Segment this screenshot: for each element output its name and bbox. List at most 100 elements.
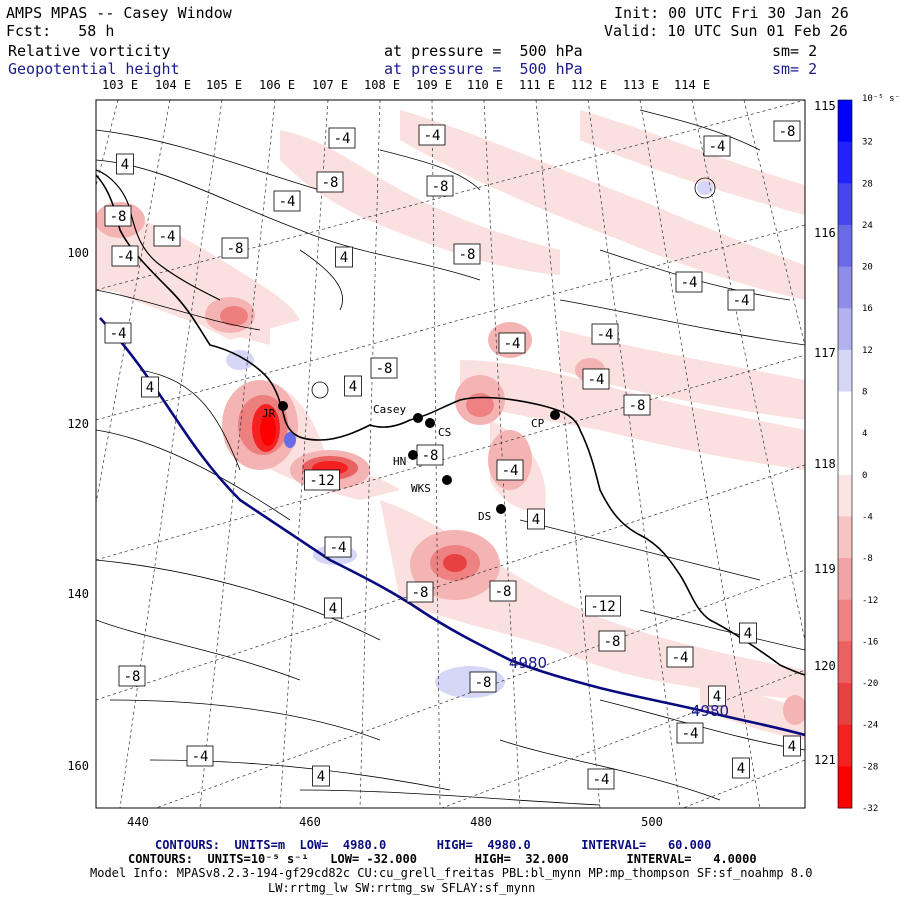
svg-text:-4: -4 <box>159 229 176 245</box>
colorbar-tick: 20 <box>862 263 873 273</box>
model-info: Model Info: MPASv8.2.3-194-gf29cd82c CU:… <box>90 866 813 880</box>
colorbar-tick: 4 <box>862 429 867 439</box>
colorbar-swatch <box>838 558 852 601</box>
svg-text:-8: -8 <box>422 448 439 464</box>
contour-label: 4 <box>344 375 362 397</box>
contour-label: -4 <box>273 190 301 212</box>
vorticity-contour-labels: -4 -4 -8-44-8 -8-8-4-4-84 -8-4-4-4-4 -4-4-844… <box>104 120 801 790</box>
x-tick-label: 440 <box>127 815 149 829</box>
svg-text:-4: -4 <box>334 131 351 147</box>
station-dot <box>408 450 418 460</box>
contour-label: -8 <box>623 394 651 416</box>
colorbar-swatch <box>838 266 852 309</box>
height-label: 4980 <box>509 654 547 672</box>
y-tick-label: 160 <box>67 759 89 773</box>
svg-text:-8: -8 <box>412 585 429 601</box>
colorbar-tick: 0 <box>862 471 867 481</box>
field1-name: Relative vorticity <box>8 42 171 60</box>
colorbar-tick: 8 <box>862 388 867 398</box>
colorbar-swatch <box>838 308 852 351</box>
colorbar-swatch <box>838 683 852 726</box>
svg-text:-4: -4 <box>672 650 689 666</box>
ice-shelf-edge <box>96 169 221 301</box>
station-label: JR <box>262 407 276 420</box>
contour-label: -4 <box>587 768 615 790</box>
colorbar-swatch <box>838 516 852 559</box>
svg-text:-4: -4 <box>593 772 610 788</box>
model-info-line2: LW:rrtmg_lw SW:rrtmg_sw SFLAY:sf_mynn <box>268 881 536 895</box>
colorbar-tick: 16 <box>862 304 873 314</box>
colorbar: 32 28 24 20 16 12 8 4 0 -4 -8 -12 -16 -20 -24 -28 -32 <box>837 99 878 814</box>
contour-label: -8 <box>489 580 517 602</box>
y-tick-label: 120 <box>67 417 89 431</box>
svg-text:-12: -12 <box>590 599 615 615</box>
contour-label: -8 <box>773 120 801 142</box>
svg-text:-4: -4 <box>330 540 347 556</box>
longitude-label: 104 E <box>155 78 191 92</box>
svg-text:-8: -8 <box>322 175 339 191</box>
height-contour-labels: 4980 4980 <box>509 654 729 720</box>
svg-text:4: 4 <box>317 769 325 785</box>
longitude-label: 103 E <box>102 78 138 92</box>
contour-label: -4 <box>582 368 610 390</box>
field1-level: at pressure = 500 hPa <box>384 42 583 60</box>
height-contour-info: CONTOURS: UNITS=m LOW= 4980.0 HIGH= 4980… <box>155 838 712 852</box>
svg-text:-4: -4 <box>110 326 127 342</box>
contour-label: -8 <box>453 243 481 265</box>
svg-text:-8: -8 <box>227 241 244 257</box>
positive-vorticity-core <box>284 432 296 448</box>
coastline <box>96 174 805 676</box>
svg-text:4: 4 <box>146 380 154 396</box>
station-dot <box>425 418 435 428</box>
svg-text:4: 4 <box>744 626 752 642</box>
svg-text:4: 4 <box>349 379 357 395</box>
station-labels: Casey CS CP HN WKS DS JR <box>262 403 545 523</box>
contour-label: 4 <box>783 735 801 757</box>
svg-text:-4: -4 <box>588 372 605 388</box>
contour-label: -4 <box>498 332 526 354</box>
contour-label: -4 <box>703 135 731 157</box>
colorbar-swatch <box>838 766 852 809</box>
svg-text:4: 4 <box>788 739 796 755</box>
colorbar-tick: -16 <box>862 637 878 647</box>
longitude-label: 111 E <box>519 78 555 92</box>
svg-text:-4: -4 <box>709 139 726 155</box>
field1-smoothing: sm= 2 <box>772 42 818 60</box>
contour-label: 4 <box>312 765 330 787</box>
contour-label: -8 <box>118 665 146 687</box>
contour-label: -4 <box>676 722 704 744</box>
svg-text:4: 4 <box>737 761 745 777</box>
svg-text:-8: -8 <box>432 179 449 195</box>
station-dot <box>413 413 423 423</box>
svg-text:4: 4 <box>532 512 540 528</box>
station-dot <box>550 410 560 420</box>
contour-label: -4 <box>111 245 139 267</box>
contour-label: -8 <box>316 171 344 193</box>
colorbar-swatch <box>838 599 852 642</box>
colorbar-tick: 12 <box>862 346 873 356</box>
contour-label: -8 <box>426 175 454 197</box>
colorbar-unit: 10⁻⁵ s⁻¹ <box>862 94 900 104</box>
colorbar-tick: -20 <box>862 679 878 689</box>
svg-text:4: 4 <box>329 601 337 617</box>
longitude-label: 105 E <box>206 78 242 92</box>
longitude-label: 112 E <box>571 78 607 92</box>
contour-label: -12 <box>585 595 621 617</box>
svg-text:-8: -8 <box>376 361 393 377</box>
longitude-label: 113 E <box>623 78 659 92</box>
svg-text:-4: -4 <box>504 336 521 352</box>
contour-label: -8 <box>598 630 626 652</box>
station-label: CS <box>438 426 451 439</box>
contour-label: 4 <box>335 246 353 268</box>
svg-text:-8: -8 <box>110 209 127 225</box>
station-dot <box>442 475 452 485</box>
contour-label: -4 <box>324 536 352 558</box>
contour-label: -4 <box>727 289 755 311</box>
contour-label: -4 <box>186 745 214 767</box>
colorbar-tick: -8 <box>862 554 873 564</box>
svg-text:4: 4 <box>340 250 348 266</box>
contour-label: -4 <box>418 124 446 146</box>
contour-label: 4 <box>732 757 750 779</box>
contour-label: -4 <box>496 459 524 481</box>
contour-label: -12 <box>304 469 340 491</box>
